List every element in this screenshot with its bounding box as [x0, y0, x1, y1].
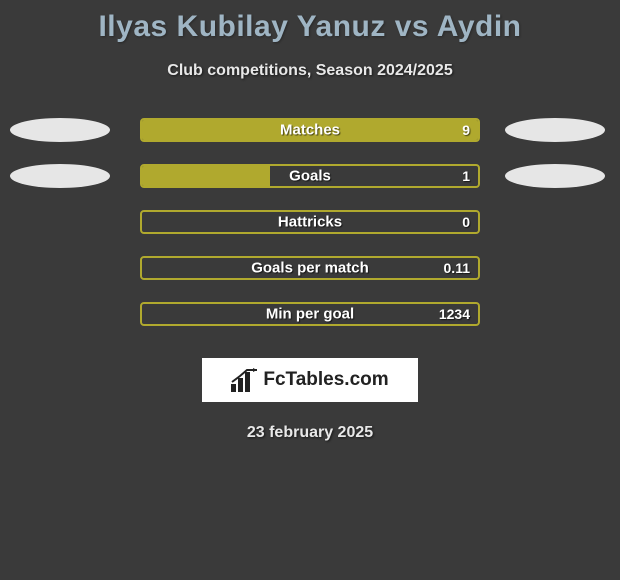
right-ellipse	[505, 164, 605, 188]
logo-box: FcTables.com	[202, 358, 418, 402]
page-title: Ilyas Kubilay Yanuz vs Aydin	[0, 0, 620, 44]
left-ellipse	[10, 164, 110, 188]
comparison-card: Ilyas Kubilay Yanuz vs Aydin Club compet…	[0, 0, 620, 580]
stat-rows: Matches 9 Goals 1 Hattricks 0 Goals per match 0…	[0, 118, 620, 326]
stat-row: Hattricks 0	[0, 210, 620, 234]
stat-value: 1234	[439, 306, 470, 322]
stat-row: Goals per match 0.11	[0, 256, 620, 280]
stat-bar: Goals per match 0.11	[140, 256, 480, 280]
stat-value: 1	[462, 168, 470, 184]
stat-bar: Min per goal 1234	[140, 302, 480, 326]
stat-bar-fill	[142, 166, 270, 186]
left-ellipse	[10, 118, 110, 142]
stat-value: 9	[462, 122, 470, 138]
stat-bar: Hattricks 0	[140, 210, 480, 234]
right-ellipse	[505, 118, 605, 142]
stat-label: Goals	[289, 168, 331, 185]
date-label: 23 february 2025	[0, 424, 620, 442]
subtitle: Club competitions, Season 2024/2025	[0, 62, 620, 80]
stat-label: Goals per match	[251, 260, 369, 277]
stat-bar: Matches 9	[140, 118, 480, 142]
stat-label: Matches	[280, 122, 340, 139]
stat-value: 0.11	[444, 260, 470, 276]
stat-row: Matches 9	[0, 118, 620, 142]
logo-text: FcTables.com	[263, 369, 388, 391]
stat-row: Min per goal 1234	[0, 302, 620, 326]
stat-label: Hattricks	[278, 214, 342, 231]
stat-label: Min per goal	[266, 306, 354, 323]
bar-chart-icon	[231, 368, 259, 392]
stat-row: Goals 1	[0, 164, 620, 188]
stat-bar: Goals 1	[140, 164, 480, 188]
stat-value: 0	[462, 214, 470, 230]
